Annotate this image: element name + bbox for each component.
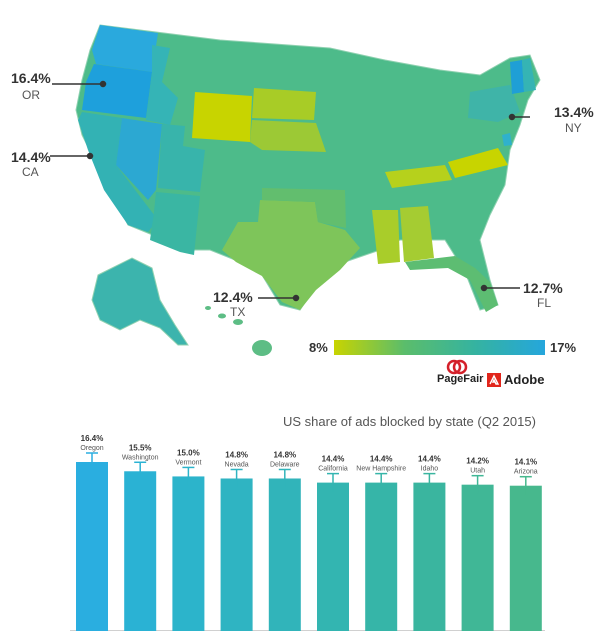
state-idaho bbox=[146, 45, 178, 125]
state-delaware bbox=[502, 133, 512, 146]
callout-ca-state: CA bbox=[22, 165, 39, 179]
state-florida bbox=[405, 256, 498, 312]
value-label: 14.4% bbox=[370, 455, 393, 464]
state-oregon bbox=[82, 64, 152, 118]
state-washington bbox=[92, 25, 158, 72]
bar-idaho bbox=[413, 482, 446, 631]
category-label: Idaho bbox=[421, 466, 439, 473]
callout-ny-state: NY bbox=[565, 121, 582, 135]
state-south-dakota bbox=[252, 88, 316, 120]
callout-or-state: OR bbox=[22, 88, 40, 102]
bar-new-hampshire bbox=[365, 482, 398, 631]
state-mississippi bbox=[372, 210, 400, 264]
callout-fl-value: 12.7% bbox=[523, 280, 563, 296]
category-label: Vermont bbox=[175, 459, 201, 466]
error-bar bbox=[278, 468, 291, 488]
value-label: 15.5% bbox=[129, 443, 152, 452]
state-arizona bbox=[150, 192, 200, 255]
error-bar bbox=[519, 475, 532, 495]
state-alabama bbox=[400, 206, 434, 262]
bar-delaware bbox=[268, 478, 301, 631]
error-bar bbox=[182, 466, 195, 486]
callout-fl-line bbox=[480, 284, 520, 292]
us-choropleth-map bbox=[50, 24, 541, 356]
callout-ny-line bbox=[508, 113, 530, 121]
value-label: 15.0% bbox=[177, 448, 200, 457]
bar-chart: Oregon 16.4% Washington 15.5% Vermont 15.0% Ne… bbox=[70, 434, 545, 631]
error-bar bbox=[423, 472, 436, 492]
bar-oregon bbox=[76, 462, 108, 631]
value-label: 16.4% bbox=[81, 434, 104, 443]
state-texas bbox=[222, 200, 360, 310]
value-label: 14.1% bbox=[514, 458, 537, 467]
state-california bbox=[78, 112, 158, 232]
bar-washington bbox=[124, 471, 157, 631]
state-vermont bbox=[510, 60, 524, 94]
state-alaska bbox=[91, 257, 189, 346]
adobe-logo: Adobe bbox=[504, 372, 545, 387]
callout-ny-value: 13.4% bbox=[554, 104, 594, 120]
error-bar bbox=[327, 472, 339, 492]
value-label: 14.2% bbox=[466, 457, 489, 466]
state-new-york bbox=[468, 85, 520, 122]
callout-tx-value: 12.4% bbox=[213, 289, 253, 305]
bar-nevada bbox=[220, 478, 253, 631]
bar-vermont bbox=[172, 476, 205, 631]
chart-title: US share of ads blocked by state (Q2 201… bbox=[283, 414, 536, 429]
category-label: Nevada bbox=[225, 461, 249, 468]
error-bar bbox=[230, 468, 243, 488]
category-label: Arizona bbox=[514, 469, 538, 476]
pagefair-logo-icon bbox=[446, 359, 468, 375]
state-oklahoma bbox=[262, 188, 346, 228]
state-utah bbox=[158, 124, 205, 192]
value-label: 14.8% bbox=[273, 450, 296, 459]
category-label: New Hampshire bbox=[356, 466, 406, 473]
state-kentucky bbox=[385, 165, 452, 188]
state-nebraska bbox=[250, 120, 326, 152]
error-bar bbox=[375, 472, 388, 492]
state-nevada bbox=[116, 118, 162, 200]
state-hawaii bbox=[205, 306, 272, 356]
pagefair-logo: PageFair bbox=[437, 373, 484, 385]
category-label: Washington bbox=[122, 454, 159, 461]
callout-or-value: 16.4% bbox=[11, 70, 51, 86]
callout-or-line bbox=[52, 80, 107, 88]
callout-ca-line bbox=[50, 152, 94, 160]
callout-tx-line bbox=[258, 294, 300, 302]
error-bar bbox=[86, 452, 98, 471]
legend-max-label: 17% bbox=[550, 340, 577, 355]
state-virginia bbox=[448, 148, 508, 178]
bar-utah bbox=[461, 484, 494, 631]
error-bar bbox=[471, 474, 484, 494]
category-label: Oregon bbox=[80, 445, 103, 452]
category-label: Delaware bbox=[270, 461, 300, 468]
value-label: 14.8% bbox=[225, 450, 248, 459]
callout-tx-state: TX bbox=[230, 305, 246, 319]
bar-arizona bbox=[509, 485, 542, 631]
value-label: 14.4% bbox=[322, 455, 345, 464]
adobe-logo-icon bbox=[487, 373, 501, 387]
callout-ca-value: 14.4% bbox=[11, 149, 51, 165]
category-label: California bbox=[318, 466, 348, 473]
error-bar bbox=[134, 461, 147, 481]
legend-color-scale bbox=[334, 340, 545, 355]
bar-california bbox=[317, 482, 349, 631]
state-new-hampshire bbox=[522, 58, 536, 92]
category-label: Utah bbox=[470, 468, 485, 475]
callout-fl-state: FL bbox=[537, 296, 552, 310]
value-label: 14.4% bbox=[418, 455, 441, 464]
state-wyoming bbox=[192, 92, 252, 142]
map-section: 16.4% OR 14.4% CA 13.4% NY 12.4% TX 12.7… bbox=[11, 24, 594, 387]
legend-min-label: 8% bbox=[309, 340, 328, 355]
